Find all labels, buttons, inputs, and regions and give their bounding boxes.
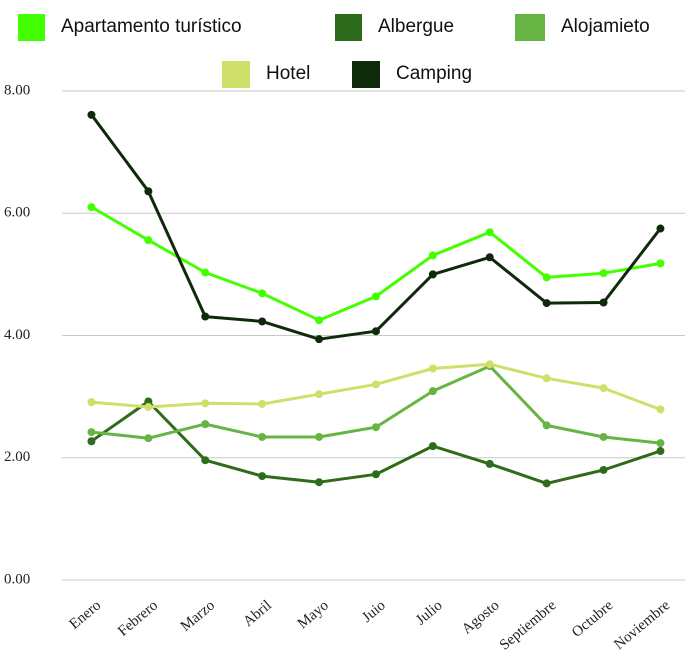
point bbox=[315, 432, 324, 441]
point bbox=[87, 203, 96, 212]
point bbox=[144, 236, 153, 245]
point bbox=[656, 259, 665, 268]
point bbox=[542, 299, 551, 308]
x-tick-label: Julio bbox=[413, 597, 446, 628]
point bbox=[428, 442, 437, 451]
point bbox=[428, 251, 437, 260]
legend-label: Hotel bbox=[266, 63, 310, 84]
point bbox=[542, 273, 551, 282]
y-tick-label: 6.00 bbox=[4, 205, 30, 221]
x-tick-label: Noviembre bbox=[611, 597, 673, 653]
point bbox=[258, 432, 267, 441]
x-tick-label: Juio bbox=[359, 597, 388, 625]
point bbox=[315, 316, 324, 325]
point bbox=[599, 298, 608, 307]
x-tick-label: Enero bbox=[67, 597, 105, 632]
point bbox=[371, 470, 380, 479]
y-tick-label: 4.00 bbox=[4, 327, 30, 343]
point bbox=[144, 397, 153, 406]
point bbox=[315, 335, 324, 344]
point bbox=[87, 110, 96, 119]
point bbox=[485, 459, 494, 468]
point bbox=[201, 312, 210, 321]
point bbox=[371, 327, 380, 336]
legend-label: Apartamento turístico bbox=[61, 16, 242, 37]
legend-swatch bbox=[352, 61, 380, 88]
point bbox=[258, 317, 267, 326]
point bbox=[599, 269, 608, 278]
legend-swatch bbox=[222, 61, 250, 88]
x-tick-label: Marzo bbox=[178, 597, 218, 634]
point bbox=[656, 439, 665, 448]
y-tick-label: 2.00 bbox=[4, 449, 30, 465]
point bbox=[87, 428, 96, 437]
point bbox=[258, 472, 267, 481]
point bbox=[201, 399, 210, 408]
point bbox=[542, 479, 551, 488]
legend-label: Albergue bbox=[378, 16, 454, 37]
point bbox=[428, 387, 437, 396]
point bbox=[144, 403, 153, 412]
point bbox=[485, 360, 494, 369]
legend-swatch bbox=[515, 14, 545, 41]
point bbox=[201, 268, 210, 277]
point bbox=[599, 384, 608, 393]
point bbox=[87, 398, 96, 407]
point bbox=[315, 390, 324, 399]
y-tick-label: 0.00 bbox=[4, 571, 30, 587]
point bbox=[599, 465, 608, 474]
point bbox=[485, 228, 494, 237]
point bbox=[201, 456, 210, 465]
point bbox=[258, 399, 267, 408]
legend-swatch bbox=[335, 14, 362, 41]
legend-label: Camping bbox=[396, 63, 472, 84]
legend-swatch bbox=[18, 14, 45, 41]
point bbox=[371, 380, 380, 389]
x-tick-label: Abril bbox=[240, 597, 275, 630]
x-tick-label: Febrero bbox=[115, 597, 161, 639]
x-tick-label: Septiembre bbox=[497, 597, 560, 653]
point bbox=[656, 224, 665, 233]
point bbox=[485, 253, 494, 262]
y-tick-label: 8.00 bbox=[4, 82, 30, 98]
x-tick-label: Mayo bbox=[295, 597, 332, 632]
point bbox=[258, 289, 267, 298]
point bbox=[428, 364, 437, 373]
point bbox=[542, 374, 551, 383]
point bbox=[201, 420, 210, 429]
point bbox=[315, 478, 324, 487]
point bbox=[371, 423, 380, 432]
point bbox=[144, 187, 153, 196]
point bbox=[656, 447, 665, 456]
point bbox=[599, 432, 608, 441]
series-line bbox=[90, 113, 662, 341]
point bbox=[428, 270, 437, 279]
x-tick-label: Agosto bbox=[459, 597, 502, 637]
point bbox=[656, 405, 665, 414]
x-tick-label: Octubre bbox=[569, 597, 617, 641]
point bbox=[371, 292, 380, 301]
point bbox=[87, 437, 96, 446]
legend-label: Alojamieto bbox=[561, 16, 650, 37]
point bbox=[144, 434, 153, 443]
point bbox=[542, 421, 551, 430]
